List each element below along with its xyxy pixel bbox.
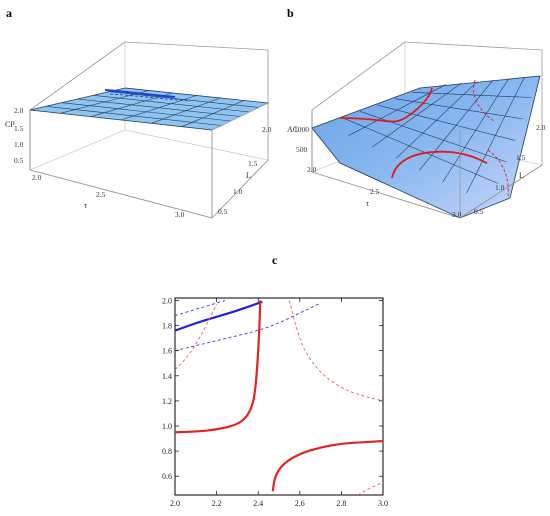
box-edge (311, 41, 406, 111)
x-tick-label: 2.2 (212, 499, 222, 508)
contour-series-4 (271, 439, 383, 492)
x-tick-label: 2.8 (336, 499, 346, 508)
x-tick: 2.5 (370, 187, 380, 196)
panel-b-3d-surface: AC 1000 500 2.0 2.5 3.0 τ 0.5 1.0 1.5 2.… (287, 41, 546, 219)
y-tick: 1.5 (248, 159, 258, 168)
contour-series-3 (175, 300, 262, 434)
x-tick: 3.0 (452, 210, 462, 219)
z-axis-label: AC (287, 125, 298, 134)
contour-series-1 (175, 300, 226, 316)
x-tick-label: 2.4 (253, 499, 263, 508)
contour-line (391, 150, 488, 179)
box-edge (459, 164, 543, 219)
z-tick: 2.0 (14, 106, 24, 115)
z-tick: 1000 (294, 125, 309, 134)
mesh-line (90, 92, 173, 117)
x-tick: 2.0 (307, 165, 317, 174)
y-tick: 1.5 (516, 153, 526, 162)
y-tick: 0.5 (218, 207, 228, 216)
y-tick: 2.0 (536, 123, 546, 132)
y-tick: 0.5 (474, 207, 484, 216)
y-tick-label: 1.6 (162, 347, 172, 356)
box-edge (29, 169, 213, 219)
mesh-line (181, 100, 245, 127)
panel-label-c: c (272, 253, 278, 267)
panel-label-a: a (6, 6, 12, 20)
mesh-line (394, 98, 524, 120)
panel-a-3d-surface: 2.0 1.5 1.0 0.5 CP 2.0 2.5 3.0 τ 0.5 1.0… (5, 41, 272, 219)
mesh-line (60, 90, 149, 114)
contour-line (487, 149, 509, 197)
x-tick: 2.0 (32, 173, 42, 182)
mesh-line (377, 104, 516, 141)
contour-line (339, 87, 433, 123)
y-tick-label: 2.0 (162, 297, 172, 306)
x-tick: 3.0 (175, 210, 185, 219)
x-tick-label: 3.0 (378, 499, 388, 508)
mesh-line (412, 92, 532, 98)
x-tick: 2.5 (96, 190, 106, 199)
contour-series-5 (175, 304, 218, 370)
box-edge (404, 41, 543, 51)
surface-mesh-a (45, 90, 259, 127)
mesh-line (466, 77, 525, 194)
z-axis-label: CP (5, 120, 15, 129)
box-edge (124, 129, 269, 161)
z-tick: 0.5 (14, 156, 24, 165)
box-edge (211, 102, 269, 131)
box-edge (29, 41, 126, 111)
box-edge (211, 159, 269, 219)
y-tick-label: 1.8 (162, 322, 172, 331)
y-tick-label: 1.0 (162, 422, 172, 431)
contour-series-6 (288, 300, 383, 402)
z-tick: 1.0 (14, 140, 24, 149)
y-axis-label: L (246, 171, 251, 180)
axis-ticks: 2.0 2.2 2.4 2.6 2.8 3.0 0.6 0.8 1.0 1.2 1.4 1.6 1.8 2… (162, 297, 388, 508)
contour-series-0 (175, 300, 263, 332)
panel-label-b: b (287, 6, 294, 20)
contour-line (104, 89, 176, 98)
mesh-line (342, 117, 499, 184)
x-tick-label: 2.0 (170, 499, 180, 508)
x-axis-label: τ (366, 199, 370, 208)
panel-c-contour-plot: 2.0 2.2 2.4 2.6 2.8 3.0 0.6 0.8 1.0 1.2 1.4 1.6 1.8 2… (162, 297, 388, 508)
z-tick: 500 (296, 145, 308, 154)
y-tick-label: 1.2 (162, 397, 172, 406)
contour-line (473, 79, 496, 123)
x-tick-label: 2.6 (295, 499, 305, 508)
y-tick-label: 0.6 (162, 472, 172, 481)
mesh-line (395, 81, 478, 159)
contour-series-2 (175, 302, 321, 352)
y-tick: 1.0 (233, 187, 243, 196)
x-axis-label: τ (84, 201, 88, 210)
y-tick-label: 0.8 (162, 447, 172, 456)
plot-frame (174, 297, 384, 496)
mesh-line (120, 95, 197, 121)
box-edge (29, 129, 126, 171)
z-tick: 1.5 (14, 124, 24, 133)
mesh-line (442, 78, 509, 183)
y-axis-label: L (519, 171, 524, 180)
contour-line (109, 93, 191, 102)
surface-b (311, 75, 541, 219)
y-tick-label: 1.4 (162, 372, 172, 381)
mesh-line (371, 82, 462, 148)
mesh-line (419, 80, 494, 171)
y-tick: 2.0 (262, 125, 272, 134)
contour-series-7 (357, 482, 383, 495)
mesh-line (359, 111, 507, 163)
box-edge (124, 41, 269, 51)
contour-series (175, 300, 383, 495)
y-tick: 1.0 (495, 183, 505, 192)
mesh-line (151, 97, 221, 124)
box-edge (311, 171, 461, 219)
